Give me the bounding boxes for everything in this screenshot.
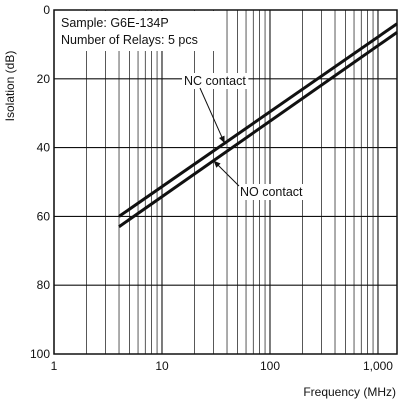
series-label-nc-contact: NC contact <box>184 74 246 88</box>
annotation-sample: Sample: G6E-134P <box>61 16 169 30</box>
y-axis-title: Isolation (dB) <box>3 51 17 122</box>
x-axis-title: Frequency (MHz) <box>303 385 396 399</box>
y-tick-label: 0 <box>43 3 50 17</box>
nc-callout-arrow-line <box>199 87 226 144</box>
callout-layer <box>182 73 306 200</box>
x-tick-label: 1,000 <box>363 359 393 373</box>
minor-gridlines <box>86 10 374 354</box>
x-tick-label: 100 <box>260 359 280 373</box>
y-tick-label: 40 <box>37 141 51 155</box>
series-label-no-contact: NO contact <box>240 185 303 199</box>
y-tick-label: 80 <box>37 278 51 292</box>
plot-frame <box>53 9 398 355</box>
series-layer <box>118 22 398 228</box>
annotation-relays: Number of Relays: 5 pcs <box>61 33 198 47</box>
no-callout-arrow-head <box>213 160 221 168</box>
series-line-no-contact <box>118 31 398 228</box>
nc-callout-arrow-head <box>219 135 225 144</box>
series-label-background-no <box>238 184 306 200</box>
y-tick-labels: 0 20 40 60 80 100 <box>30 3 50 361</box>
plot-background <box>54 10 397 354</box>
y-tick-label: 60 <box>37 209 51 223</box>
series-line-nc-contact <box>118 22 398 218</box>
annotation-background <box>55 11 215 51</box>
x-tick-labels: 1 10 100 1,000 <box>51 359 394 373</box>
x-tick-label: 10 <box>155 359 169 373</box>
series-label-background-nc <box>182 73 249 89</box>
annotation-box <box>55 11 215 51</box>
y-tick-label: 100 <box>30 347 50 361</box>
y-tick-label: 20 <box>37 72 51 86</box>
x-tick-label: 1 <box>51 359 58 373</box>
